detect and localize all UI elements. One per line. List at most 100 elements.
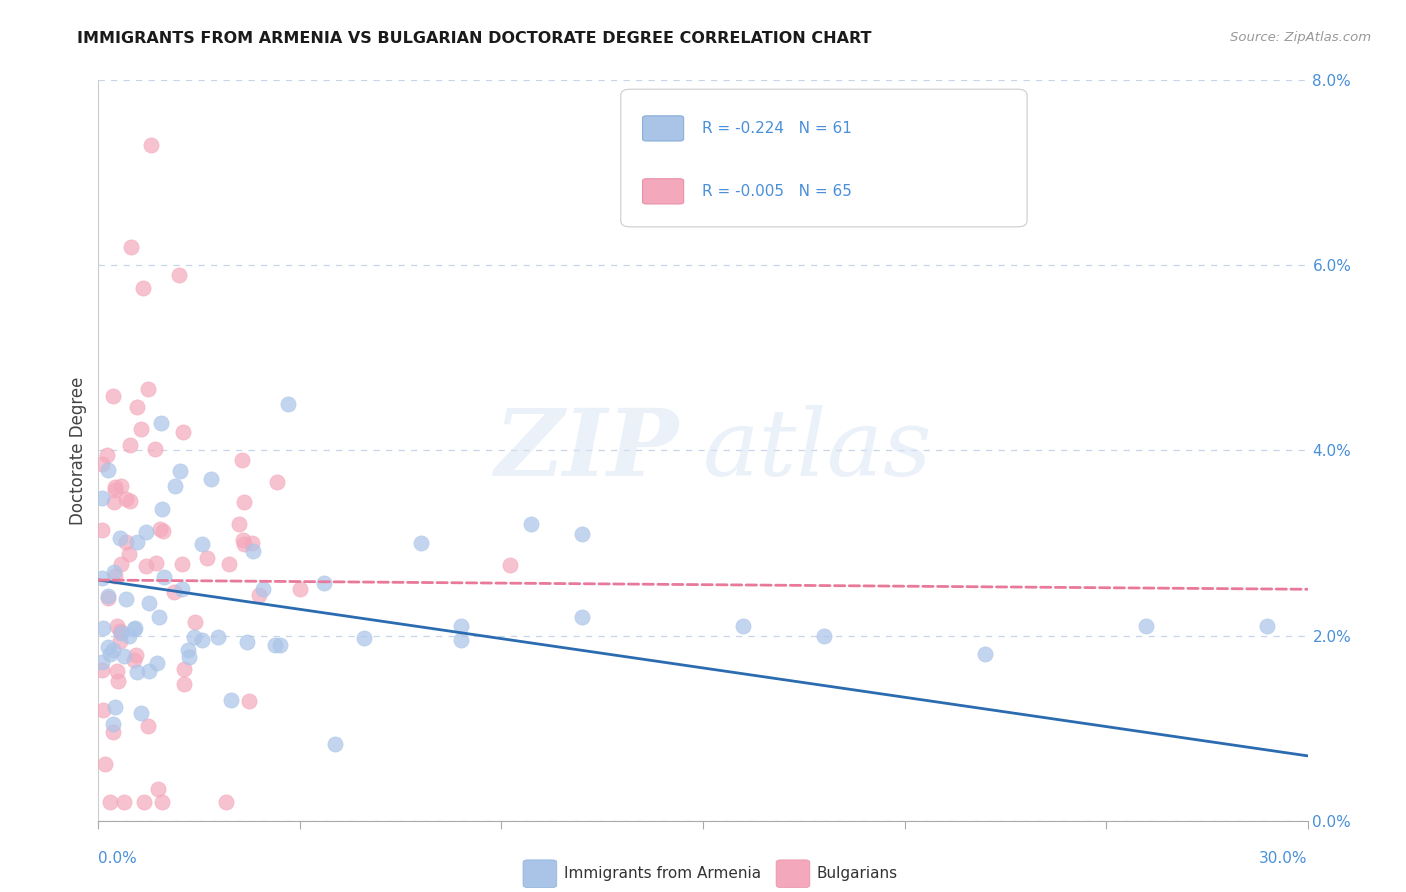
Point [110, 557, 132, 571]
Point [91, 621, 114, 635]
Point [252, 582, 274, 596]
Point [98, 647, 121, 661]
Point [91, 571, 114, 585]
Point [264, 638, 287, 652]
Point [170, 582, 193, 596]
Point [231, 452, 253, 467]
Text: 0.0%: 0.0% [98, 851, 138, 866]
Point [233, 495, 256, 509]
Point [1135, 619, 1157, 633]
Point [325, 737, 347, 751]
Text: atlas: atlas [703, 406, 932, 495]
Point [149, 417, 172, 431]
Point [91, 663, 114, 677]
Point [450, 619, 472, 633]
Text: Source: ZipAtlas.com: Source: ZipAtlas.com [1230, 31, 1371, 45]
Point [519, 516, 541, 531]
Point [115, 535, 138, 549]
Point [173, 662, 195, 676]
Point [108, 634, 131, 648]
Point [150, 502, 173, 516]
Point [103, 566, 125, 580]
Point [91, 655, 114, 669]
Point [195, 550, 218, 565]
Point [91, 702, 114, 716]
Point [122, 653, 145, 667]
Point [247, 588, 270, 602]
Point [122, 622, 145, 636]
Point [149, 522, 172, 536]
Point [104, 480, 127, 494]
Point [91, 457, 114, 471]
Point [163, 479, 186, 493]
Point [120, 240, 142, 254]
Point [131, 706, 153, 720]
Point [179, 650, 201, 665]
Point [110, 478, 132, 492]
Point [138, 596, 160, 610]
Point [135, 524, 157, 539]
Point [312, 576, 335, 591]
Point [91, 523, 114, 537]
Point [105, 664, 128, 678]
Point [191, 633, 214, 648]
Point [177, 643, 200, 657]
Point [125, 648, 148, 663]
Point [115, 592, 138, 607]
Point [218, 558, 240, 572]
Point [103, 389, 125, 403]
Point [240, 536, 263, 550]
Point [146, 657, 169, 671]
Point [152, 524, 174, 539]
Point [97, 640, 120, 654]
Point [112, 648, 135, 663]
Point [200, 472, 222, 486]
Point [134, 795, 156, 809]
Text: 30.0%: 30.0% [1260, 851, 1308, 866]
Point [733, 619, 755, 633]
Point [125, 665, 148, 679]
Point [94, 757, 117, 772]
Point [127, 401, 149, 415]
Point [107, 619, 129, 633]
Point [124, 621, 146, 635]
Text: R = -0.224   N = 61: R = -0.224 N = 61 [702, 121, 852, 136]
Point [191, 536, 214, 550]
Point [97, 591, 120, 605]
Point [135, 559, 157, 574]
Point [288, 582, 311, 597]
Text: Bulgarians: Bulgarians [817, 866, 898, 880]
Point [129, 422, 152, 436]
Point [101, 725, 124, 739]
FancyBboxPatch shape [643, 178, 683, 204]
Point [266, 475, 288, 490]
Point [228, 517, 250, 532]
Point [169, 465, 191, 479]
Point [277, 397, 299, 411]
Point [183, 615, 205, 629]
Point [183, 630, 205, 644]
Point [233, 537, 256, 551]
Point [409, 536, 432, 550]
Point [163, 584, 186, 599]
Point [112, 795, 135, 809]
Point [110, 625, 132, 640]
Point [136, 719, 159, 733]
Point [353, 632, 375, 646]
Point [221, 693, 243, 707]
Point [173, 677, 195, 691]
Point [153, 570, 176, 584]
Point [136, 382, 159, 396]
Point [114, 492, 136, 507]
Point [132, 281, 155, 295]
Point [269, 638, 291, 652]
Point [96, 589, 118, 603]
Point [232, 533, 254, 547]
Text: R = -0.005   N = 65: R = -0.005 N = 65 [702, 184, 852, 199]
Point [236, 634, 259, 648]
Point [98, 795, 121, 809]
Point [104, 699, 127, 714]
Point [101, 643, 124, 657]
Point [143, 442, 166, 456]
Point [108, 532, 131, 546]
